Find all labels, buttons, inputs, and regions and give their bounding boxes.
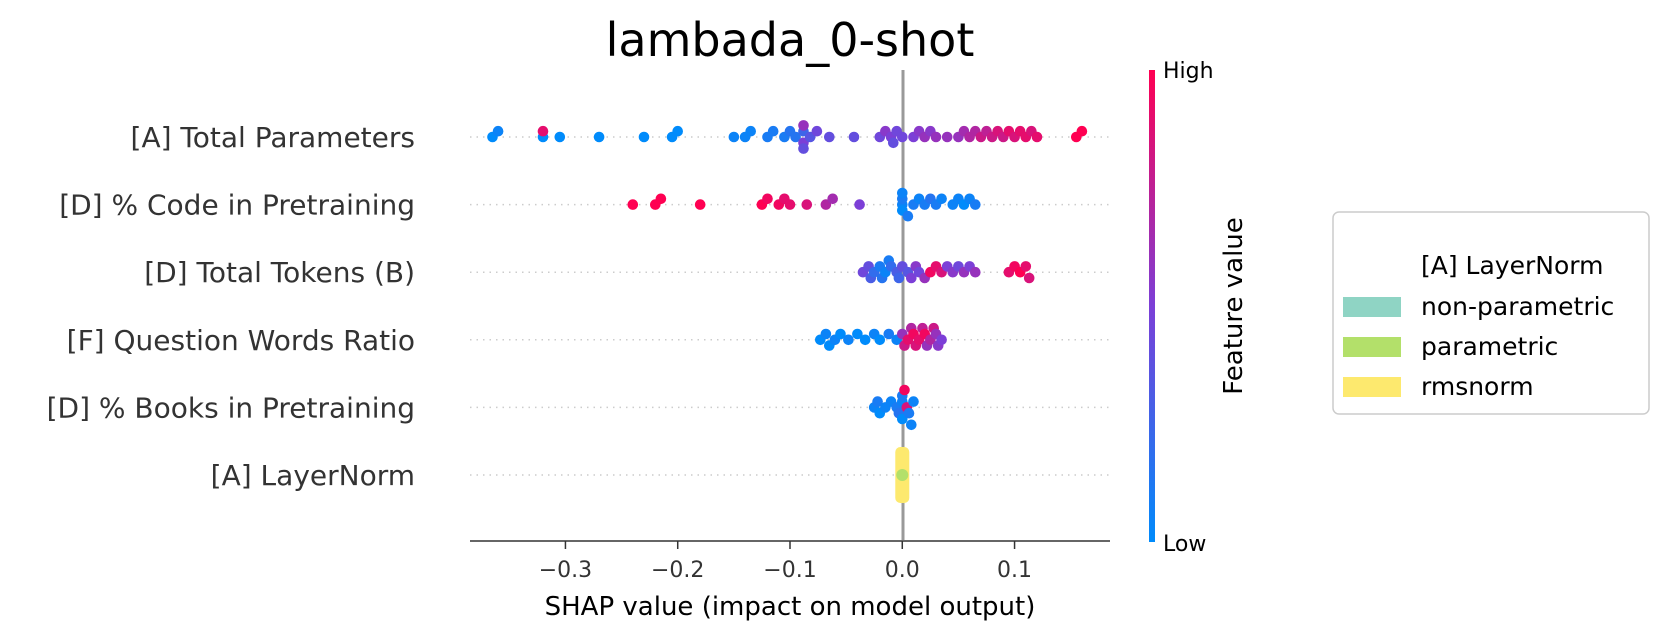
feature-label-a-layernorm: [A] LayerNorm (211, 459, 415, 492)
shap-point (936, 334, 947, 346)
shap-point (820, 328, 832, 340)
shap-point (888, 137, 899, 149)
shap-point (908, 396, 919, 407)
shap-point (801, 199, 813, 210)
feature-label-d-books-in-pretraining: [D] % Books in Pretraining (47, 391, 415, 424)
colorbar-title: Feature value (1219, 217, 1249, 395)
legend-swatch-rmsnorm (1343, 377, 1401, 397)
shap-point (811, 125, 823, 137)
shap-point (784, 199, 796, 210)
shap-point (537, 125, 549, 137)
shap-point (835, 328, 846, 340)
shap-point (852, 328, 863, 340)
colorbar (1149, 70, 1155, 542)
layernorm-point-parametric (896, 469, 909, 481)
shap-point (1076, 125, 1088, 137)
shap-point (906, 419, 917, 431)
feature-label-d-total-tokens-b: [D] Total Tokens (B) (144, 256, 415, 289)
x-tick-label: 0.0 (885, 558, 920, 583)
layernorm-category-bars (895, 447, 910, 503)
shap-point (936, 193, 947, 205)
shap-point (883, 328, 895, 340)
shap-point (906, 272, 917, 284)
shap-point (554, 131, 566, 143)
shap-point (930, 131, 942, 143)
shap-point (672, 125, 683, 137)
shap-point (824, 131, 835, 143)
shap-point (854, 199, 865, 210)
x-tick-label: −0.3 (539, 558, 592, 583)
legend-swatch-non-parametric (1343, 297, 1401, 317)
colorbar-low-label: Low (1163, 532, 1206, 557)
feature-label-f-question-words-ratio: [F] Question Words Ratio (67, 324, 415, 357)
shap-point (941, 131, 953, 143)
shap-point (970, 199, 981, 210)
legend-swatch-parametric (1343, 337, 1401, 357)
feature-labels: [A] Total Parameters [D] % Code in Pretra… (47, 121, 415, 492)
shap-point (593, 131, 605, 143)
shap-point (872, 396, 883, 407)
shap-point (745, 125, 756, 137)
shap-point (897, 131, 908, 143)
shap-point (1020, 261, 1032, 272)
shap-point (492, 125, 504, 137)
shap-point (902, 210, 914, 222)
shap-point (859, 334, 871, 346)
row-gridlines (470, 136, 1110, 476)
shap-point (827, 193, 838, 205)
shap-point (790, 131, 801, 143)
shap-point (728, 131, 740, 143)
legend-title: [A] LayerNorm (1421, 251, 1603, 280)
shap-point (897, 187, 908, 199)
shap-point (767, 125, 779, 137)
colorbar-high-label: High (1163, 59, 1214, 84)
shap-point (694, 199, 706, 210)
x-axis-ticks: −0.3 −0.2 −0.1 0.0 0.1 (539, 541, 1032, 583)
x-tick-label: −0.2 (651, 558, 704, 583)
x-tick-label: 0.1 (997, 558, 1032, 583)
shap-point (848, 131, 860, 143)
shap-point (798, 143, 809, 154)
shap-point (843, 334, 854, 346)
legend-label-parametric: parametric (1421, 332, 1558, 361)
shap-point (970, 266, 981, 278)
feature-label-d-code-in-pretraining: [D] % Code in Pretraining (59, 189, 415, 222)
legend-label-rmsnorm: rmsnorm (1421, 372, 1534, 401)
legend-label-non-parametric: non-parametric (1421, 292, 1614, 321)
shap-point (874, 334, 886, 346)
shap-point (1023, 272, 1035, 284)
x-axis-label: SHAP value (impact on model output) (545, 592, 1036, 622)
x-tick-label: −0.1 (763, 558, 816, 583)
shap-point (1031, 131, 1043, 143)
shap-point (655, 193, 667, 205)
shap-point (893, 272, 905, 284)
legend: [A] LayerNorm non-parametric parametric … (1332, 211, 1650, 415)
chart-title: lambada_0-shot (606, 13, 975, 67)
shap-point (762, 193, 773, 205)
shap-points (487, 120, 1088, 431)
feature-label-a-total-parameters: [A] Total Parameters (131, 121, 415, 154)
shap-point (627, 199, 639, 210)
shap-point (638, 131, 650, 143)
legend-frame (1332, 211, 1650, 415)
shap-point (903, 407, 915, 419)
shap-point (798, 120, 809, 131)
shap-point (899, 384, 910, 396)
